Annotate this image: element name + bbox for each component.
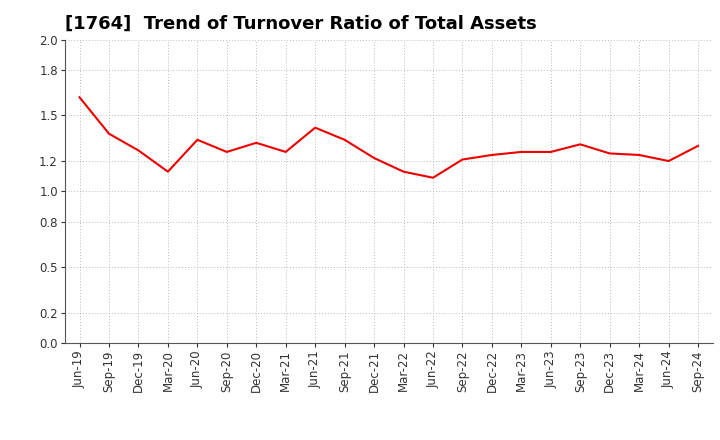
- Text: [1764]  Trend of Turnover Ratio of Total Assets: [1764] Trend of Turnover Ratio of Total …: [65, 15, 536, 33]
